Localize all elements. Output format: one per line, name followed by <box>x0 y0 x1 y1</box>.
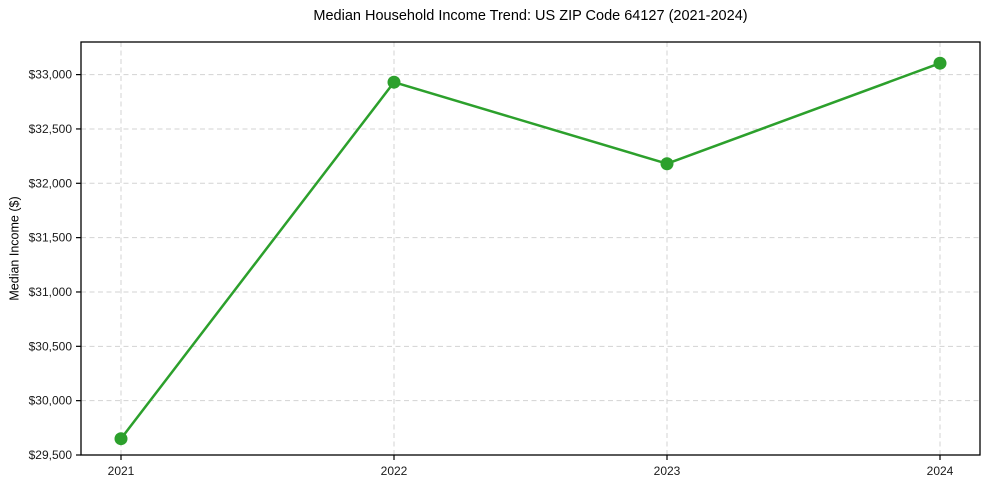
y-tick-label: $31,500 <box>29 231 73 245</box>
y-tick-label: $32,500 <box>29 122 73 136</box>
data-point-2021 <box>114 432 128 446</box>
y-tick-label: $29,500 <box>29 448 73 462</box>
y-tick-label: $32,000 <box>29 176 73 190</box>
x-tick-label: 2022 <box>381 464 408 478</box>
data-point-2022 <box>387 75 401 89</box>
chart-title: Median Household Income Trend: US ZIP Co… <box>313 8 748 24</box>
x-tick-label: 2024 <box>927 464 954 478</box>
y-tick-label: $30,500 <box>29 339 73 353</box>
y-tick-label: $31,000 <box>29 285 73 299</box>
data-point-2024 <box>933 56 947 70</box>
data-point-2023 <box>660 157 674 171</box>
plot-border <box>80 41 981 456</box>
y-tick-label: $33,000 <box>29 68 73 82</box>
y-tick-label: $30,000 <box>29 394 73 408</box>
trend-line <box>119 61 942 440</box>
x-tick-label: 2023 <box>654 464 681 478</box>
x-tick-label: 2021 <box>108 464 135 478</box>
